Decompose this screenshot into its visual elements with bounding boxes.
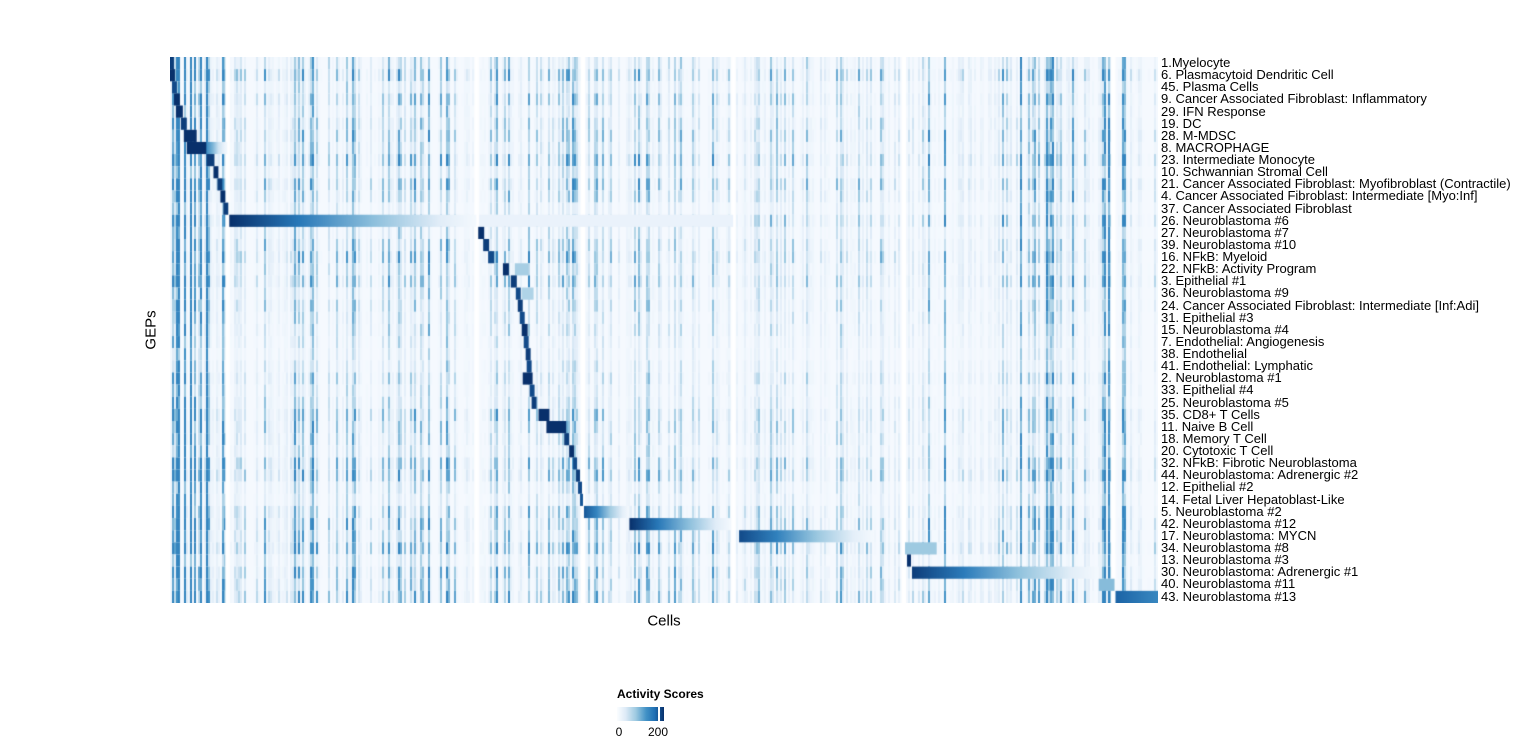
row-label: 14. Fetal Liver Hepatoblast-Like bbox=[1161, 491, 1345, 507]
legend: Activity Scores 0 200 bbox=[616, 687, 737, 743]
row-label: 19. DC bbox=[1161, 115, 1202, 131]
row-label: 27. Neuroblastoma #7 bbox=[1161, 224, 1289, 240]
row-label: 1.Myelocyte bbox=[1161, 57, 1231, 70]
heatmap-canvas bbox=[170, 57, 1158, 603]
legend-title: Activity Scores bbox=[617, 687, 704, 701]
row-label: 9. Cancer Associated Fibroblast: Inflamm… bbox=[1161, 91, 1427, 107]
row-label: 20. Cytotoxic T Cell bbox=[1161, 443, 1274, 458]
row-label: 3. Epithelial #1 bbox=[1161, 273, 1247, 289]
row-label: 36. Neuroblastoma #9 bbox=[1161, 285, 1289, 301]
row-label: 28. M-MDSC bbox=[1161, 127, 1237, 143]
row-label: 35. CD8+ T Cells bbox=[1161, 406, 1260, 422]
row-label: 38. Endothelial bbox=[1161, 346, 1248, 361]
legend-max-label: 200 bbox=[647, 725, 669, 739]
row-label: 23. Intermediate Monocyte bbox=[1161, 152, 1315, 167]
row-label: 33. Epithelial #4 bbox=[1161, 382, 1254, 398]
row-label: 37. Cancer Associated Fibroblast bbox=[1161, 200, 1352, 216]
row-label: 39. Neuroblastoma #10 bbox=[1161, 236, 1297, 252]
row-labels: 1.Myelocyte 6. Plasmacytoid Dendritic Cel… bbox=[1161, 57, 1540, 610]
row-label: 13. Neuroblastoma #3 bbox=[1161, 552, 1289, 568]
row-label: 40. Neuroblastoma #11 bbox=[1161, 576, 1296, 592]
row-label: 34. Neuroblastoma #8 bbox=[1161, 540, 1289, 555]
row-label: 43. Neuroblastoma #13 bbox=[1161, 588, 1297, 604]
legend-tick-200 bbox=[658, 707, 660, 721]
x-axis-label: Cells bbox=[647, 612, 681, 630]
row-label: 22. NFkB: Activity Program bbox=[1161, 261, 1317, 277]
legend-gradient-bar bbox=[617, 707, 664, 721]
row-label: 10. Schwannian Stromal Cell bbox=[1161, 164, 1328, 180]
row-label: 31. Epithelial #3 bbox=[1161, 309, 1254, 325]
row-label: 45. Plasma Cells bbox=[1161, 79, 1259, 95]
row-label: 17. Neuroblastoma: MYCN bbox=[1161, 527, 1317, 543]
row-label: 26. Neuroblastoma #6 bbox=[1161, 212, 1289, 228]
row-label: 15. Neuroblastoma #4 bbox=[1161, 321, 1289, 337]
row-label: 24. Cancer Associated Fibroblast: Interm… bbox=[1161, 297, 1479, 313]
row-label: 5. Neuroblastoma #2 bbox=[1161, 503, 1282, 519]
row-label: 2. Neuroblastoma #1 bbox=[1161, 370, 1282, 386]
row-label: 29. IFN Response bbox=[1161, 103, 1266, 119]
row-label: 11. Naive B Cell bbox=[1161, 418, 1254, 434]
row-label: 18. Memory T Cell bbox=[1161, 430, 1267, 446]
y-axis-label: GEPs bbox=[142, 310, 160, 350]
row-label: 6. Plasmacytoid Dendritic Cell bbox=[1161, 67, 1334, 83]
row-label: 8. MACROPHAGE bbox=[1161, 139, 1270, 155]
row-label: 44. Neuroblastoma: Adrenergic #2 bbox=[1161, 467, 1359, 483]
row-label: 41. Endothelial: Lymphatic bbox=[1161, 358, 1314, 374]
row-label: 7. Endothelial: Angiogenesis bbox=[1161, 333, 1325, 349]
row-label: 21. Cancer Associated Fibroblast: Myofib… bbox=[1161, 176, 1511, 192]
row-label: 16. NFkB: Myeloid bbox=[1161, 249, 1268, 264]
row-label: 12. Epithelial #2 bbox=[1161, 479, 1254, 495]
row-label: 32. NFkB: Fibrotic Neuroblastoma bbox=[1161, 455, 1357, 471]
legend-min-label: 0 bbox=[615, 725, 623, 739]
row-label: 30. Neuroblastoma: Adrenergic #1 bbox=[1161, 564, 1359, 580]
row-label: 25. Neuroblastoma #5 bbox=[1161, 394, 1289, 410]
row-label: 4. Cancer Associated Fibroblast: Interme… bbox=[1161, 188, 1478, 204]
row-label: 42. Neuroblastoma #12 bbox=[1161, 515, 1297, 531]
